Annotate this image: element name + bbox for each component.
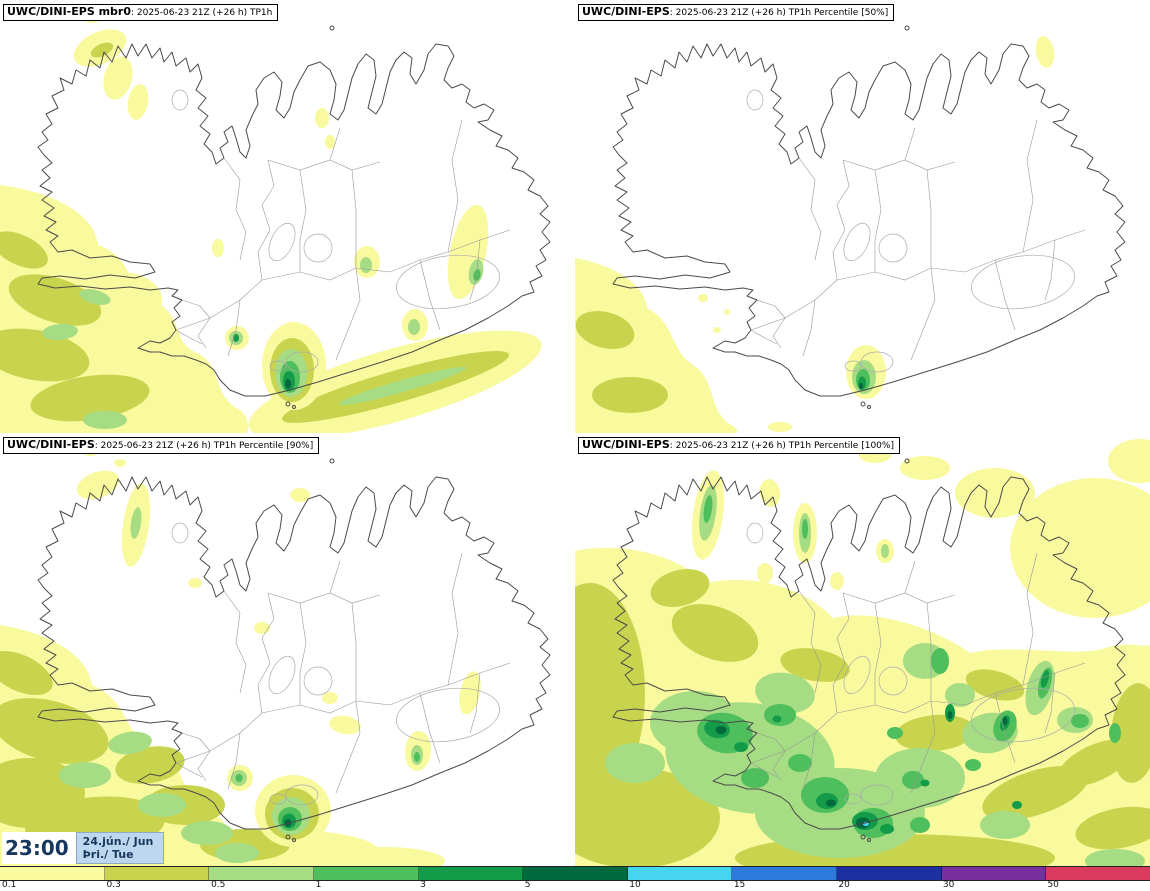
colorbar-segment	[313, 867, 419, 880]
colorbar-segment	[1046, 867, 1150, 880]
colorbar-segment	[941, 867, 1047, 880]
colorbar-tick: 1	[315, 880, 322, 890]
colorbar	[0, 866, 1150, 881]
colorbar-segment	[523, 867, 628, 880]
model-label: UWC/DINI-EPS	[7, 438, 95, 451]
colorbar-tick: 0.3	[106, 880, 121, 890]
panel-title-mbr0: UWC/DINI-EPS mbr0: 2025-06-23 21Z (+26 h…	[3, 4, 279, 21]
colorbar-segment	[418, 867, 524, 880]
colorbar-tick: 15	[733, 880, 746, 890]
model-label: UWC/DINI-EPS	[582, 5, 670, 18]
colorbar-segment	[209, 867, 314, 880]
colorbar-tick: 10	[629, 880, 641, 890]
panel-title-percentile-100: UWC/DINI-EPS: 2025-06-23 21Z (+26 h) TP1…	[578, 437, 900, 454]
colorbar-tick: 20	[838, 880, 850, 890]
valid-date-box: 24.jún./ Jun Þri./ Tue	[75, 832, 165, 864]
colorbar-segment	[627, 867, 733, 880]
model-label: UWC/DINI-EPS mbr0	[7, 5, 131, 18]
panel-percentile-100: UWC/DINI-EPS: 2025-06-23 21Z (+26 h) TP1…	[575, 433, 1150, 866]
run-and-variable-label: : 2025-06-23 21Z (+26 h) TP1h Percentile…	[94, 441, 314, 451]
valid-time: 23:00	[2, 832, 76, 864]
panel-title-percentile-90: UWC/DINI-EPS: 2025-06-23 21Z (+26 h) TP1…	[3, 437, 320, 454]
run-and-variable-label: : 2025-06-23 21Z (+26 h) TP1h Percentile…	[669, 441, 894, 451]
run-and-variable-label: : 2025-06-23 21Z (+26 h) TP1h Percentile…	[669, 8, 889, 18]
colorbar-tick: 30	[942, 880, 955, 890]
colorbar-tick: 5	[524, 880, 531, 890]
colorbar-segment	[0, 867, 105, 880]
valid-weekday: Þri./ Tue	[82, 848, 134, 861]
map-percentile-100	[575, 439, 1150, 866]
colorbar-segment	[104, 867, 210, 880]
colorbar-tick: 3	[420, 880, 426, 890]
run-and-variable-label: : 2025-06-23 21Z (+26 h) TP1h	[131, 8, 273, 18]
panel-percentile-90: UWC/DINI-EPS: 2025-06-23 21Z (+26 h) TP1…	[0, 433, 575, 866]
map-grid: UWC/DINI-EPS mbr0: 2025-06-23 21Z (+26 h…	[0, 0, 1150, 866]
panel-title-percentile-50: UWC/DINI-EPS: 2025-06-23 21Z (+26 h) TP1…	[578, 4, 895, 21]
colorbar-wrap: 0.1 0.3 0.5 1 3 5 10 15 20 30 50	[0, 866, 1150, 891]
colorbar-tick: 0.5	[211, 880, 226, 890]
colorbar-tick: 50	[1047, 880, 1059, 890]
valid-date: 24.jún./ Jun	[82, 835, 154, 848]
precip-layer	[575, 439, 1150, 866]
colorbar-ticks: 0.1 0.3 0.5 1 3 5 10 15 20 30 50	[0, 880, 1150, 891]
colorbar-tick: 0.1	[2, 880, 17, 890]
map-percentile-50	[575, 25, 1126, 433]
precip-layer	[0, 7, 542, 433]
panel-percentile-50: UWC/DINI-EPS: 2025-06-23 21Z (+26 h) TP1…	[575, 0, 1150, 433]
map-percentile-90	[0, 446, 551, 866]
precip-layer	[575, 36, 1055, 433]
valid-time-widget: 23:00 24.jún./ Jun Þri./ Tue	[2, 832, 165, 864]
panel-mbr0: UWC/DINI-EPS mbr0: 2025-06-23 21Z (+26 h…	[0, 0, 575, 433]
colorbar-segment	[837, 867, 942, 880]
model-label: UWC/DINI-EPS	[582, 438, 670, 451]
colorbar-segment	[732, 867, 838, 880]
map-mbr0	[0, 7, 551, 433]
